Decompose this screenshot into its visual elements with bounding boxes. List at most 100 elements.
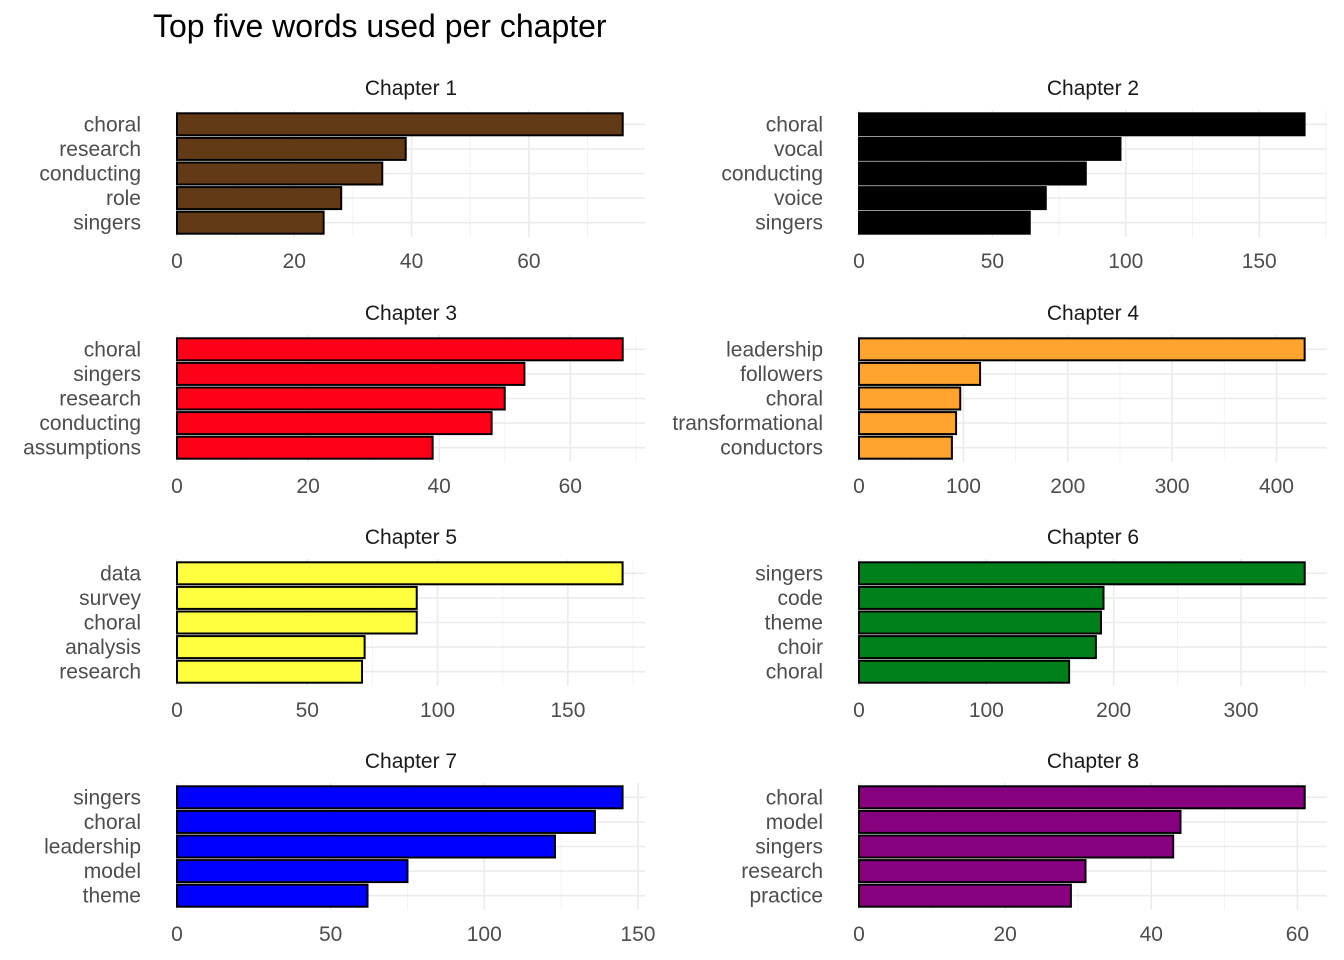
bar-model bbox=[858, 809, 1182, 834]
x-tick-label: 300 bbox=[1224, 699, 1259, 722]
x-tick-label: 0 bbox=[853, 923, 865, 946]
facet-title: Chapter 4 bbox=[1047, 302, 1140, 325]
x-tick-label: 20 bbox=[296, 475, 319, 498]
x-tick-label: 150 bbox=[620, 923, 655, 946]
category-label: conducting bbox=[39, 412, 141, 435]
category-label: choral bbox=[766, 113, 823, 136]
bar-choir bbox=[858, 635, 1097, 660]
x-tick-label: 0 bbox=[853, 699, 865, 722]
category-label: conducting bbox=[39, 163, 141, 186]
facet-title: Chapter 3 bbox=[365, 302, 457, 325]
category-label: singers bbox=[73, 212, 141, 235]
category-label: leadership bbox=[726, 338, 823, 361]
category-label: voice bbox=[774, 187, 823, 210]
category-label: choral bbox=[766, 388, 823, 411]
x-tick-label: 0 bbox=[171, 923, 183, 946]
bar-role bbox=[176, 186, 343, 211]
x-tick-label: 20 bbox=[993, 923, 1016, 946]
x-tick-label: 40 bbox=[428, 475, 451, 498]
bar-singers bbox=[858, 561, 1306, 586]
bar-choral bbox=[176, 337, 624, 362]
bar-singers bbox=[176, 361, 526, 386]
category-label: singers bbox=[73, 786, 141, 809]
bar-conductors bbox=[858, 435, 953, 460]
category-label: choral bbox=[766, 786, 823, 809]
category-label: research bbox=[59, 388, 141, 411]
x-tick-label: 60 bbox=[517, 250, 540, 273]
category-label: conductors bbox=[720, 437, 823, 460]
x-tick-label: 20 bbox=[283, 250, 306, 273]
x-tick-label: 50 bbox=[981, 250, 1004, 273]
x-tick-label: 200 bbox=[1096, 699, 1131, 722]
x-tick-label: 400 bbox=[1259, 475, 1294, 498]
facet-title: Chapter 1 bbox=[365, 77, 457, 100]
category-label: analysis bbox=[65, 636, 141, 659]
bar-singers bbox=[176, 785, 624, 810]
category-label: code bbox=[777, 587, 823, 610]
bar-followers bbox=[858, 361, 982, 386]
category-label: model bbox=[84, 860, 141, 883]
bar-conducting bbox=[176, 161, 384, 186]
category-label: transformational bbox=[672, 412, 823, 435]
category-label: choral bbox=[766, 661, 823, 684]
bar-choral bbox=[858, 112, 1306, 137]
bar-voice bbox=[858, 186, 1047, 211]
bar-choral bbox=[858, 659, 1071, 684]
category-label: choral bbox=[84, 811, 141, 834]
x-tick-label: 0 bbox=[171, 475, 183, 498]
facet-panel-3: choralsingersresearchconductingassumptio… bbox=[23, 302, 645, 498]
x-tick-label: 100 bbox=[1108, 250, 1143, 273]
category-label: choral bbox=[84, 612, 141, 635]
bar-conducting bbox=[176, 411, 493, 436]
bar-theme bbox=[858, 610, 1102, 635]
chart-title: Top five words used per chapter bbox=[153, 8, 607, 44]
x-tick-label: 50 bbox=[296, 699, 319, 722]
category-label: choir bbox=[777, 636, 823, 659]
bar-research bbox=[858, 859, 1087, 884]
x-tick-label: 100 bbox=[467, 923, 502, 946]
bar-research bbox=[176, 659, 364, 684]
bar-transformational bbox=[858, 411, 958, 436]
category-label: singers bbox=[755, 562, 823, 585]
bar-theme bbox=[176, 883, 369, 908]
category-label: conducting bbox=[721, 163, 823, 186]
bar-leadership bbox=[858, 337, 1306, 362]
x-tick-label: 100 bbox=[946, 475, 981, 498]
category-label: theme bbox=[83, 885, 141, 908]
x-tick-label: 50 bbox=[319, 923, 342, 946]
x-tick-label: 0 bbox=[171, 250, 183, 273]
category-label: data bbox=[100, 562, 141, 585]
category-label: research bbox=[59, 138, 141, 161]
category-label: theme bbox=[765, 612, 823, 635]
category-label: assumptions bbox=[23, 437, 141, 460]
x-tick-label: 40 bbox=[1140, 923, 1163, 946]
bar-choral bbox=[858, 785, 1306, 810]
category-label: leadership bbox=[44, 836, 141, 859]
x-tick-label: 60 bbox=[559, 475, 582, 498]
bar-data bbox=[176, 561, 624, 586]
category-label: model bbox=[766, 811, 823, 834]
x-tick-label: 100 bbox=[420, 699, 455, 722]
x-tick-label: 0 bbox=[853, 250, 865, 273]
x-tick-label: 60 bbox=[1286, 923, 1309, 946]
category-label: vocal bbox=[774, 138, 823, 161]
facet-title: Chapter 8 bbox=[1047, 750, 1139, 773]
facet-title: Chapter 5 bbox=[365, 526, 457, 549]
category-label: singers bbox=[73, 363, 141, 386]
bar-vocal bbox=[858, 136, 1122, 161]
category-label: singers bbox=[755, 836, 823, 859]
facet-panel-4: leadershipfollowerschoraltransformationa… bbox=[672, 302, 1327, 498]
bar-choral bbox=[176, 112, 624, 137]
bar-code bbox=[858, 585, 1105, 610]
category-label: choral bbox=[84, 338, 141, 361]
x-tick-label: 0 bbox=[171, 699, 183, 722]
bar-model bbox=[176, 859, 409, 884]
bar-practice bbox=[858, 883, 1072, 908]
bar-research bbox=[176, 386, 506, 411]
